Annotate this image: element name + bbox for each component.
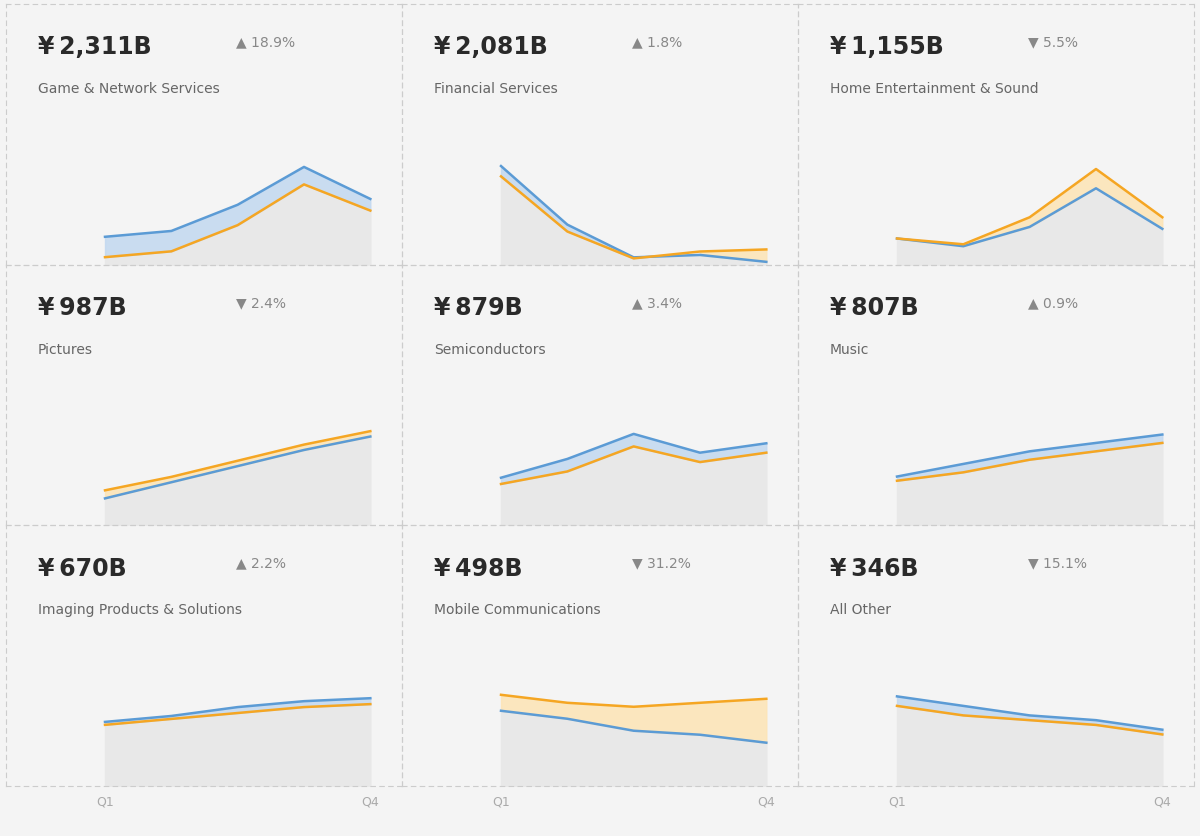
Text: Game & Network Services: Game & Network Services (37, 83, 220, 96)
Text: ▼ 15.1%: ▼ 15.1% (1027, 557, 1087, 570)
Text: ¥ 346B: ¥ 346B (829, 557, 918, 580)
Text: ¥ 2,311B: ¥ 2,311B (37, 35, 151, 59)
Text: ▼ 31.2%: ▼ 31.2% (631, 557, 690, 570)
Text: Music: Music (829, 343, 869, 357)
Text: ▲ 0.9%: ▲ 0.9% (1027, 296, 1078, 310)
Text: Semiconductors: Semiconductors (433, 343, 545, 357)
Text: ¥ 879B: ¥ 879B (433, 296, 522, 320)
Text: Mobile Communications: Mobile Communications (433, 604, 600, 618)
Text: ¥ 498B: ¥ 498B (433, 557, 522, 580)
Text: All Other: All Other (829, 604, 890, 618)
Text: Home Entertainment & Sound: Home Entertainment & Sound (829, 83, 1038, 96)
Text: ▲ 2.2%: ▲ 2.2% (235, 557, 286, 570)
Text: ▼ 2.4%: ▼ 2.4% (235, 296, 286, 310)
Text: ¥ 2,081B: ¥ 2,081B (433, 35, 547, 59)
Text: ¥ 670B: ¥ 670B (37, 557, 126, 580)
Text: ¥ 807B: ¥ 807B (829, 296, 918, 320)
Text: ¥ 1,155B: ¥ 1,155B (829, 35, 943, 59)
Text: ▼ 5.5%: ▼ 5.5% (1027, 35, 1078, 49)
Text: Imaging Products & Solutions: Imaging Products & Solutions (37, 604, 241, 618)
Text: Pictures: Pictures (37, 343, 92, 357)
Text: ▲ 18.9%: ▲ 18.9% (235, 35, 295, 49)
Text: ▲ 1.8%: ▲ 1.8% (631, 35, 682, 49)
Text: ¥ 987B: ¥ 987B (37, 296, 126, 320)
Text: ▲ 3.4%: ▲ 3.4% (631, 296, 682, 310)
Text: Financial Services: Financial Services (433, 83, 558, 96)
